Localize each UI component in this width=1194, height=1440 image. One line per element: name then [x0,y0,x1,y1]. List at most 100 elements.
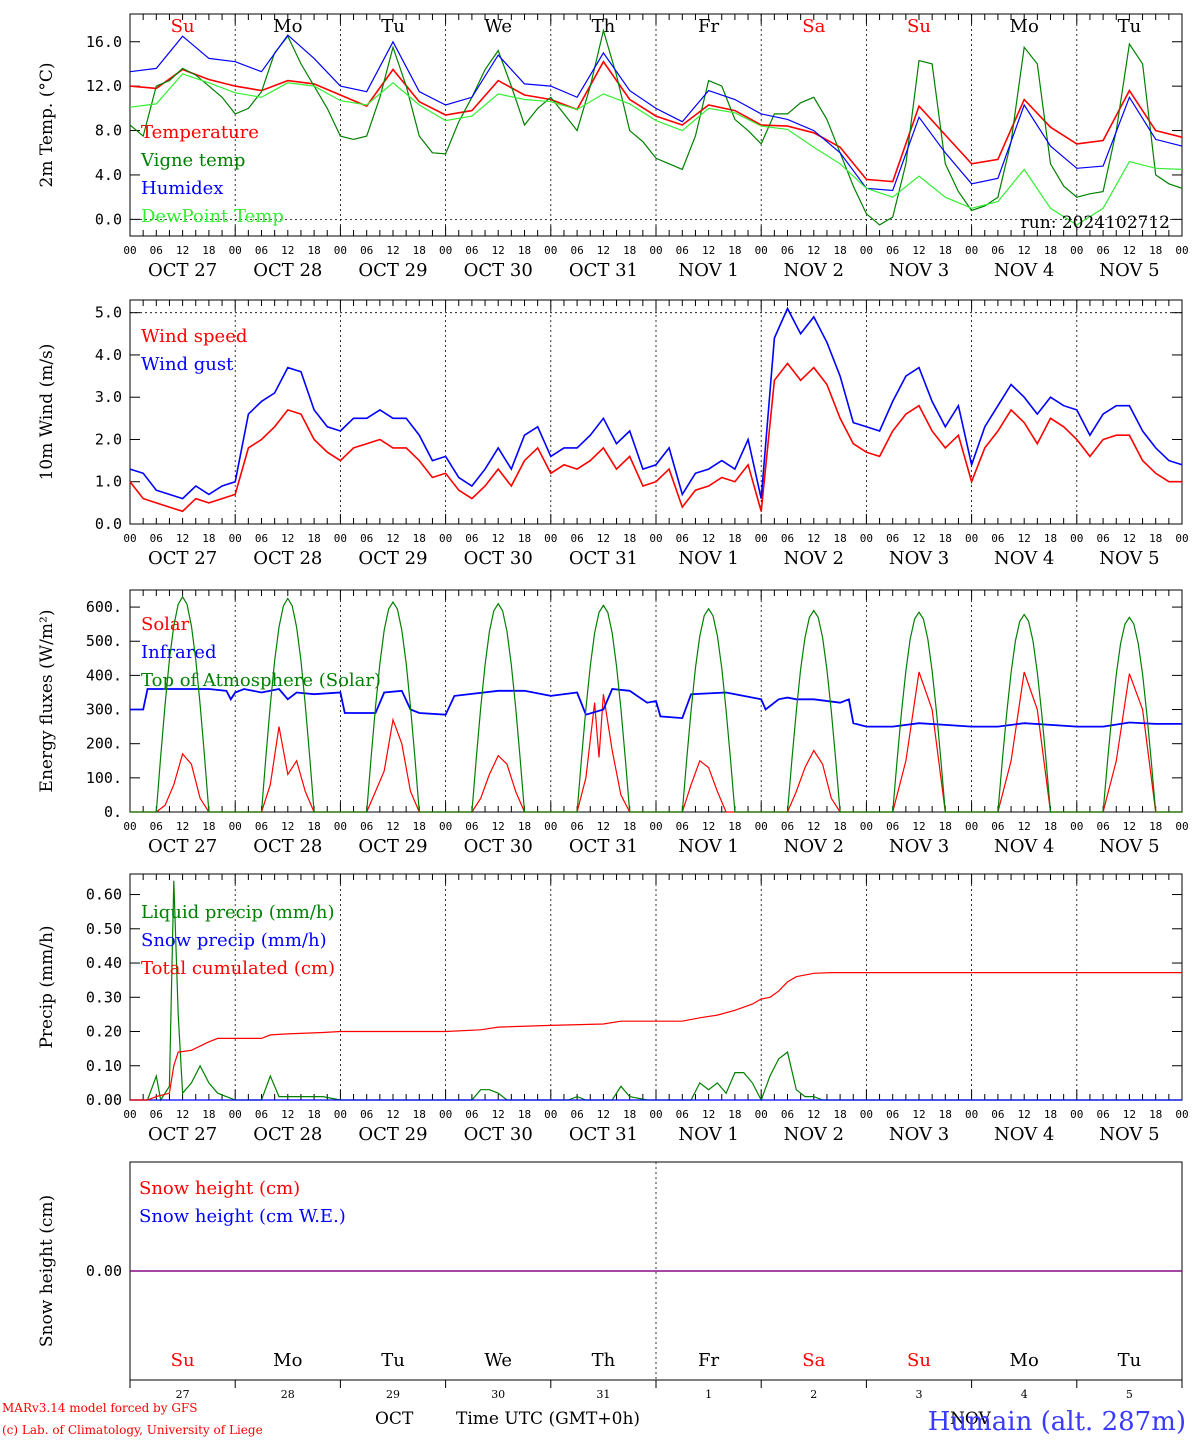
hour-tick-label: 18 [1149,244,1162,257]
hour-tick-label: 06 [781,532,794,545]
hour-tick-label: 06 [781,1108,794,1121]
series-line-top-of-atmosphere-solar- [130,595,1182,813]
panel-1: 00 06 12 18 00 06 12 18 00 06 12 18 00 06 12 18 00 06 12 18… [37,13,1189,281]
hour-tick-label: 00 [544,244,557,257]
date-label: OCT 30 [464,548,533,569]
weekday-label: Th [592,1350,616,1371]
series-line-wind-gust [129,306,1183,500]
hour-tick-label: 00 [123,244,136,257]
hour-tick-label: 06 [570,532,583,545]
run-label: run: 2024102712 [1021,213,1170,233]
hour-tick-label: 12 [492,1108,505,1121]
date-label: OCT 31 [569,260,638,281]
date-label: NOV 2 [784,260,844,281]
date-label: NOV 1 [678,548,738,569]
y-tick-label: 0.50 [86,920,122,938]
hour-tick-label: 06 [255,1108,268,1121]
date-label: NOV 1 [678,836,738,857]
hour-tick-label: 12 [597,244,610,257]
hour-tick-label: 00 [123,532,136,545]
hour-tick-label: 12 [176,532,189,545]
date-label: OCT 27 [148,1124,217,1145]
y-tick-label: 100. [86,769,122,787]
y-tick-label: 16.0 [86,33,122,51]
hour-tick-label: 12 [176,820,189,833]
weekday-label: Tu [1118,16,1142,37]
legend-entry: DewPoint Temp [141,206,284,227]
hour-tick-label: 00 [755,244,768,257]
hour-tick-label: 18 [1044,820,1057,833]
hour-tick-label: 06 [1096,820,1109,833]
y-axis-label: Precip (mm/h) [37,925,57,1048]
date-label: NOV 2 [784,548,844,569]
hour-tick-label: 00 [439,532,452,545]
hour-tick-label: 06 [886,820,899,833]
hour-tick-label: 18 [202,820,215,833]
model-credit: MARv3.14 model forced by GFS [2,1401,197,1415]
hour-tick-label: 12 [1123,1108,1136,1121]
hour-tick-label: 18 [939,532,952,545]
hour-tick-label: 12 [492,820,505,833]
legend-entry: Infrared [141,642,216,663]
hour-tick-label: 00 [334,1108,347,1121]
hour-tick-label: 12 [1123,532,1136,545]
hour-tick-label: 06 [676,820,689,833]
hour-tick-label: 12 [386,532,399,545]
date-label: OCT 31 [569,836,638,857]
date-label: OCT 29 [358,260,427,281]
hour-tick-label: 18 [1149,1108,1162,1121]
weekday-label: Fr [698,1350,719,1371]
day-number-label: 28 [281,1388,295,1401]
hour-tick-label: 18 [307,532,320,545]
weekday-label: We [484,16,512,37]
hour-tick-label: 06 [570,820,583,833]
hour-tick-label: 12 [386,1108,399,1121]
hour-tick-label: 00 [1175,820,1188,833]
y-tick-label: 0.20 [86,1023,122,1041]
day-number-label: 27 [176,1388,190,1401]
y-tick-label: 0.10 [86,1057,122,1075]
hour-tick-label: 00 [965,532,978,545]
hour-tick-label: 12 [807,820,820,833]
hour-tick-label: 18 [728,820,741,833]
hour-tick-label: 18 [623,820,636,833]
hour-tick-label: 00 [229,244,242,257]
y-tick-label: 0.30 [86,988,122,1006]
hour-tick-label: 12 [281,1108,294,1121]
date-label: OCT 29 [358,1124,427,1145]
y-tick-label: 200. [86,735,122,753]
weekday-label: Tu [381,1350,405,1371]
hour-tick-label: 18 [413,532,426,545]
y-tick-label: 2.0 [95,430,122,448]
date-label: NOV 1 [678,260,738,281]
date-label: NOV 4 [994,260,1054,281]
hour-tick-label: 06 [781,244,794,257]
legend-entry: Total cumulated (cm) [141,958,335,979]
y-tick-label: 1.0 [95,473,122,491]
legend-entry: Liquid precip (mm/h) [141,902,335,923]
panel-3: 00 06 12 18 00 06 12 18 00 06 12 18 00 06 12 18 00 06 12 18… [37,589,1189,857]
hour-tick-label: 18 [202,532,215,545]
hour-tick-label: 00 [649,820,662,833]
day-number-label: 5 [1126,1388,1133,1401]
hour-tick-label: 00 [860,244,873,257]
hour-tick-label: 00 [1070,244,1083,257]
panel-4: 00 06 12 18 00 06 12 18 00 06 12 18 00 06 12 18 00 06 12 18… [37,873,1189,1145]
hour-tick-label: 12 [807,244,820,257]
y-tick-label: 8.0 [95,122,122,140]
hour-tick-label: 12 [597,532,610,545]
hour-tick-label: 06 [150,1108,163,1121]
y-tick-label: 0.00 [86,1262,122,1280]
hour-tick-label: 00 [965,244,978,257]
weekday-label: We [484,1350,512,1371]
hour-tick-label: 00 [860,532,873,545]
hour-tick-label: 18 [413,820,426,833]
hour-tick-label: 00 [1175,244,1188,257]
date-label: OCT 30 [464,836,533,857]
hour-tick-label: 00 [1175,1108,1188,1121]
hour-tick-label: 18 [939,1108,952,1121]
hour-tick-label: 00 [649,1108,662,1121]
weekday-label: Mo [273,16,302,37]
hour-tick-label: 00 [229,820,242,833]
weekday-label: Mo [1010,1350,1039,1371]
